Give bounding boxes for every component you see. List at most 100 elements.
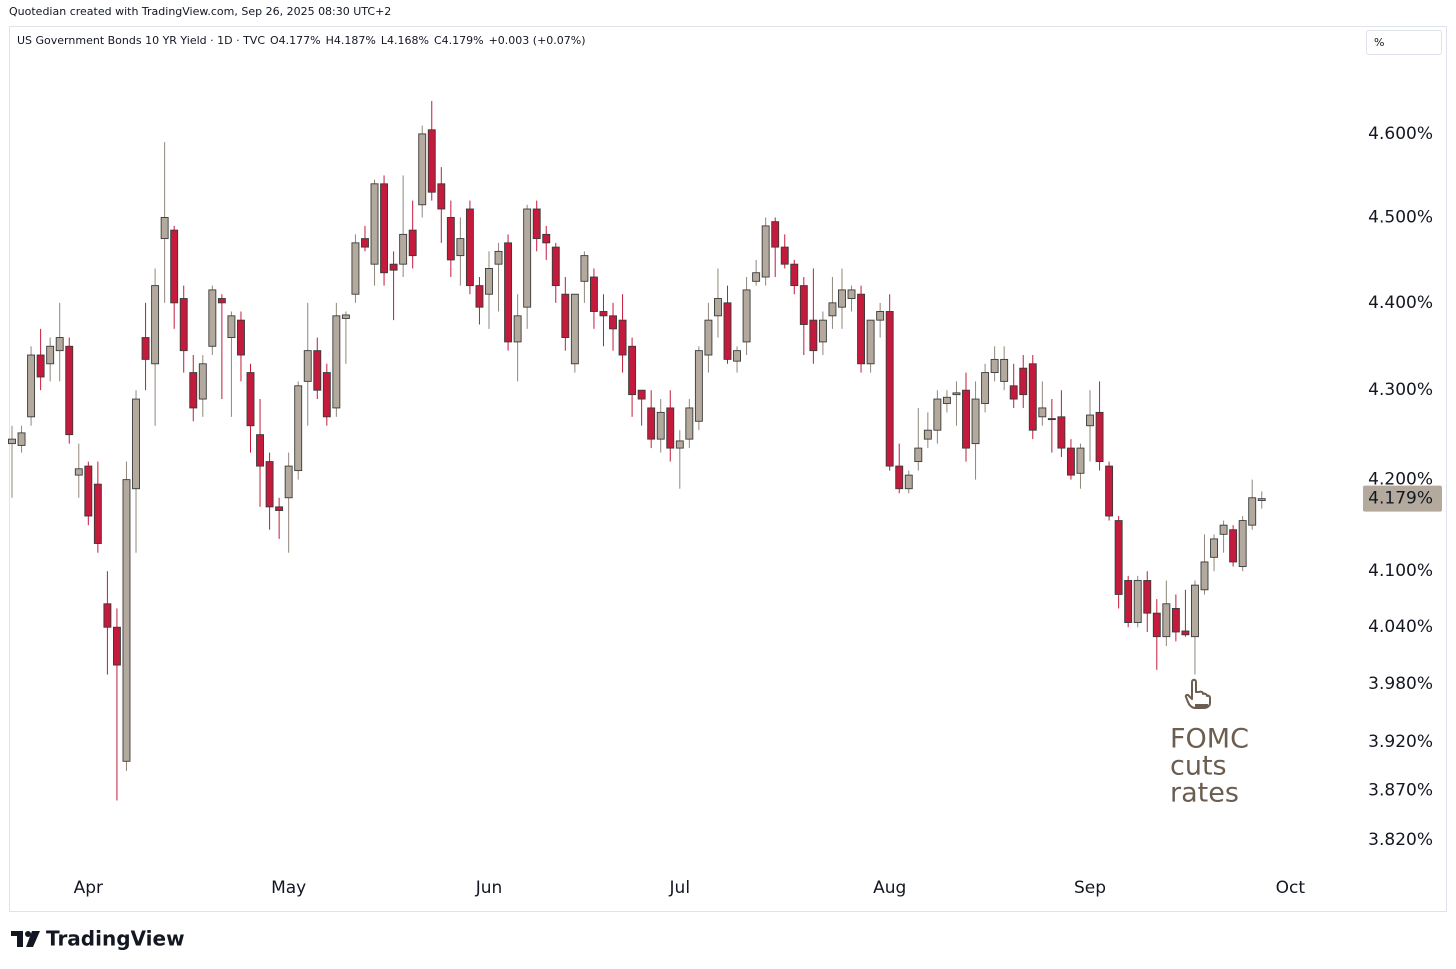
candle-body xyxy=(370,183,379,265)
candle-body xyxy=(656,411,665,440)
legend-key: C xyxy=(434,34,442,47)
candle-body xyxy=(790,263,799,287)
candle-body xyxy=(322,372,331,418)
candle-body xyxy=(1181,630,1190,636)
candle-body xyxy=(332,315,341,409)
y-tick-label: 4.100% xyxy=(1368,561,1433,581)
logo-mark xyxy=(25,931,31,937)
candle-body xyxy=(675,440,684,449)
candle-body xyxy=(1238,520,1247,568)
legend-key: L xyxy=(381,34,388,47)
y-tick-label: 3.920% xyxy=(1368,732,1433,752)
candle-body xyxy=(1009,385,1018,400)
candle-body xyxy=(55,337,64,352)
candle-body xyxy=(151,285,160,365)
candle-body xyxy=(399,233,408,265)
candle-body xyxy=(208,289,217,347)
candle-body xyxy=(876,311,885,321)
brand-name: TradingView xyxy=(46,927,185,951)
candle-body xyxy=(465,208,474,287)
chart-frame xyxy=(9,26,1447,912)
y-tick-label: 4.300% xyxy=(1368,380,1433,400)
x-tick-label: Apr xyxy=(74,878,103,898)
unit-label: % xyxy=(1374,36,1384,49)
x-tick-label: Jun xyxy=(475,878,503,898)
candle-body xyxy=(475,285,484,308)
candle-body xyxy=(1143,580,1152,614)
candle-body xyxy=(771,221,780,248)
candle-body xyxy=(341,314,350,319)
logo-mark xyxy=(11,931,23,947)
candle-body xyxy=(1248,497,1257,526)
candle-body xyxy=(170,229,179,304)
candle-body xyxy=(990,358,999,374)
candle-body xyxy=(532,208,541,240)
candle-body xyxy=(408,229,417,257)
candle-body xyxy=(885,311,894,467)
logo-mark xyxy=(26,931,40,947)
candle-body xyxy=(1095,411,1104,463)
candle-body xyxy=(513,315,522,343)
y-tick-label: 3.820% xyxy=(1368,830,1433,850)
candle-body xyxy=(971,398,980,445)
candle-body xyxy=(361,238,369,248)
annotation-text: rates xyxy=(1170,778,1239,809)
candle-body xyxy=(265,461,274,508)
candle-body xyxy=(1105,465,1114,517)
candle-body xyxy=(246,372,255,427)
hand-outline xyxy=(1184,678,1211,709)
candle-body xyxy=(1124,580,1133,623)
candle-body xyxy=(666,407,675,449)
candle-body xyxy=(761,225,770,278)
candle-body xyxy=(637,389,646,400)
candle-body xyxy=(780,246,789,265)
candle-body xyxy=(456,238,465,257)
candle-body xyxy=(275,506,284,511)
candle-body xyxy=(103,603,112,628)
candle-body xyxy=(1076,447,1085,474)
candle-body xyxy=(599,311,608,317)
candle-body xyxy=(84,465,93,517)
candle-body xyxy=(294,385,303,472)
candle-body xyxy=(256,434,264,467)
candle-body xyxy=(313,350,322,391)
candle-body xyxy=(189,372,198,409)
candle-body xyxy=(437,183,446,210)
candle-body xyxy=(446,216,455,261)
candle-body xyxy=(914,447,923,463)
brand-logo xyxy=(11,931,40,947)
annotation-icon xyxy=(1184,678,1211,709)
candle-body xyxy=(723,302,732,360)
candle-body xyxy=(589,276,598,312)
candle-body xyxy=(1038,407,1047,418)
candle-body xyxy=(561,293,570,338)
x-tick-label: Jul xyxy=(669,878,691,898)
candle-body xyxy=(198,363,207,400)
y-tick-label: 4.400% xyxy=(1368,293,1433,313)
x-tick-label: May xyxy=(271,878,306,898)
candle-body xyxy=(1086,414,1094,427)
candle-body xyxy=(132,398,140,490)
candle-body xyxy=(704,319,713,356)
candle-body xyxy=(380,183,389,274)
candle-body xyxy=(1133,580,1142,623)
candle-body xyxy=(1219,524,1228,535)
caption: Quotedian created with TradingView.com, … xyxy=(9,5,391,18)
candle-body xyxy=(1028,363,1037,431)
unit-box[interactable] xyxy=(1366,30,1442,55)
x-tick-label: Aug xyxy=(873,878,906,898)
candle-body xyxy=(981,372,990,404)
legend-value: 4.177% xyxy=(279,34,321,47)
hand-cuff xyxy=(1195,704,1208,708)
x-tick-label: Sep xyxy=(1074,878,1106,898)
candle-body xyxy=(1191,584,1199,638)
candle-body xyxy=(122,479,131,762)
chart-title: US Government Bonds 10 YR Yield · 1D · T… xyxy=(17,34,265,47)
candle-body xyxy=(1152,612,1161,638)
candle-body xyxy=(74,468,83,476)
candle-body xyxy=(160,216,169,240)
legend-key: H xyxy=(326,34,334,47)
candle-body xyxy=(694,350,703,422)
